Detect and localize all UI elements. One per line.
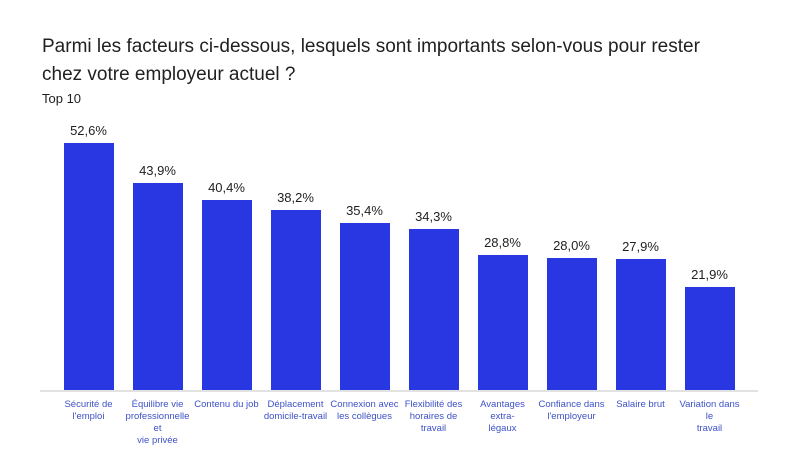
bar-column: 40,4% <box>192 180 261 390</box>
bar-value-label: 40,4% <box>208 179 245 195</box>
bar-column: 34,3% <box>399 209 468 390</box>
bar <box>615 258 666 390</box>
bar-value-label: 21,9% <box>691 266 728 282</box>
x-axis-label: Avantages extra- légaux <box>480 399 525 434</box>
bar <box>684 286 735 390</box>
x-axis-label: Confiance dans l'employeur <box>538 399 605 422</box>
x-axis-label: Contenu du job <box>194 399 259 410</box>
chart-title: Parmi les facteurs ci-dessous, lesquels … <box>42 36 700 85</box>
bar <box>477 254 528 390</box>
bar-column: 38,2% <box>261 190 330 390</box>
bar-value-label: 27,9% <box>622 238 659 254</box>
x-axis-label: Équilibre vie professionnelle et vie pri… <box>125 399 190 446</box>
bar-value-label: 34,3% <box>415 208 452 224</box>
bar-chart: 52,6% 43,9% 40,4% 38,2% 35,4% 34,3% 28,8% 28,0%… <box>40 118 758 447</box>
x-axis-label: Variation dans le travail <box>679 399 740 434</box>
x-axis-label: Salaire brut <box>616 399 665 410</box>
bar-value-label: 35,4% <box>346 203 383 219</box>
bar-value-label: 43,9% <box>139 163 176 179</box>
bar-value-label: 38,2% <box>277 190 314 206</box>
bar-column: 28,0% <box>537 238 606 390</box>
bar <box>339 223 390 390</box>
x-axis-labels-row: Sécurité de l'emploi Équilibre vie profes… <box>40 392 758 447</box>
x-axis-label: Déplacement domicile-travail <box>263 399 328 422</box>
bar-value-label: 28,0% <box>553 238 590 254</box>
x-axis-label: Sécurité de l'emploi <box>64 399 113 422</box>
bar-column: 52,6% <box>54 122 123 390</box>
bar-column: 27,9% <box>606 239 675 390</box>
bar-column: 43,9% <box>123 163 192 390</box>
x-axis-label: Connexion avec les collègues <box>330 399 399 422</box>
bar <box>63 142 114 390</box>
bar <box>132 183 183 390</box>
chart-subtitle: Top 10 <box>42 91 82 106</box>
bars-row: 52,6% 43,9% 40,4% 38,2% 35,4% 34,3% 28,8% 28,0%… <box>40 118 758 390</box>
bar-column: 28,8% <box>468 234 537 390</box>
bar <box>546 258 597 390</box>
bar <box>270 210 321 390</box>
bar-value-label: 52,6% <box>70 122 107 138</box>
bar <box>201 199 252 390</box>
x-axis-label: Flexibilité des horaires de travail <box>404 399 463 434</box>
bar <box>408 228 459 390</box>
bar-column: 35,4% <box>330 203 399 390</box>
bar-value-label: 28,8% <box>484 234 521 250</box>
bar-column: 21,9% <box>675 267 744 390</box>
x-axis-line <box>40 390 758 392</box>
